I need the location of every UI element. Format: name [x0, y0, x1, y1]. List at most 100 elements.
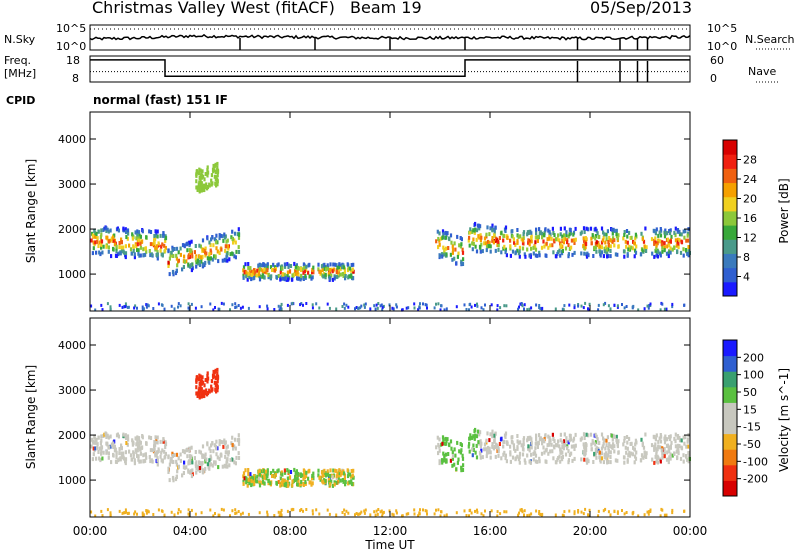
- power-cell-783: [125, 230, 128, 235]
- power-cell-1077: [473, 230, 476, 235]
- power-cell-108: [600, 240, 604, 245]
- velocity-cell-1032: [602, 460, 605, 465]
- power-patch-cell-27: [204, 172, 207, 176]
- velocity-near-cell-134: [499, 512, 502, 516]
- power-near-cell-107: [161, 303, 164, 307]
- power-cell-1208: [644, 226, 647, 231]
- velocity-near-cell-130: [133, 512, 136, 516]
- velocity-near-cell-29: [177, 508, 180, 512]
- velocity-cell-1113: [262, 479, 265, 484]
- velocity-near-cell-201: [380, 509, 383, 513]
- velocity-near-cell-40: [229, 514, 231, 518]
- power-near-cell-210: [136, 306, 138, 310]
- power-cell-1031: [485, 248, 488, 253]
- power-cell-1076: [606, 229, 609, 234]
- power-near-cell-83: [217, 307, 220, 311]
- freq-series-line: [90, 59, 690, 78]
- power-cell-65: [491, 238, 494, 243]
- velocity-cell-1091: [468, 449, 471, 454]
- power-cell-293: [193, 250, 196, 255]
- power-cell-1231: [534, 240, 537, 245]
- velocity-cell-833: [258, 483, 262, 488]
- velocity-cell-546: [548, 442, 551, 447]
- power-cell-710: [650, 237, 654, 242]
- velocity-near-cell-39: [538, 512, 541, 516]
- velocity-cell-1201: [132, 450, 135, 455]
- power-near-cell-14: [490, 303, 493, 307]
- power-cell-661: [139, 245, 142, 250]
- power-cell-898: [580, 251, 583, 256]
- power-cell-353: [138, 237, 141, 242]
- power-cell-1019: [326, 263, 329, 268]
- velocity-cell-638: [656, 447, 659, 452]
- velocity-near-cell-215: [401, 514, 404, 518]
- power-cell-255: [686, 231, 690, 236]
- power-cell-729: [521, 240, 525, 245]
- power-cell-391: [470, 229, 474, 234]
- power-cell-1042: [215, 240, 218, 245]
- power-cbar-tick-label-5: 24: [743, 173, 757, 186]
- velocity-frame: [89, 317, 691, 518]
- velocity-cell-82: [233, 460, 236, 465]
- velocity-near-cell-187: [646, 510, 649, 514]
- velocity-cell-906: [605, 438, 608, 443]
- power-patch-cell-73: [200, 173, 204, 178]
- power-cell-715: [237, 235, 241, 240]
- power-cell-1091: [468, 243, 471, 248]
- power-near-cell-30: [580, 304, 583, 308]
- power-cell-624: [144, 252, 147, 257]
- power-cell-1054: [162, 233, 165, 238]
- nsearch-tick-bottom: 10^0: [707, 40, 737, 53]
- velocity-cell-930: [350, 479, 353, 484]
- velocity-cell-502: [551, 432, 554, 437]
- power-cell-519: [561, 234, 564, 239]
- power-near-cell-87: [503, 304, 506, 308]
- velocity-cell-755: [347, 481, 350, 486]
- velocity-cell-313: [175, 475, 178, 479]
- power-cell-1212: [247, 271, 250, 276]
- power-cell-464: [167, 264, 170, 268]
- power-near-cell-76: [625, 305, 628, 308]
- velocity-near-cell-4: [665, 513, 668, 517]
- power-cell-1153: [120, 245, 123, 250]
- power-cell-915: [263, 267, 266, 272]
- power-cell-888: [115, 254, 118, 258]
- power-cell-1235: [300, 273, 303, 278]
- power-cell-276: [172, 254, 175, 258]
- power-cell-939: [544, 227, 547, 232]
- velocity-cell-1219: [179, 458, 182, 463]
- power-cell-454: [231, 229, 234, 234]
- power-cbar-swatch-10: [723, 140, 737, 155]
- velocity-cell-831: [673, 452, 676, 456]
- velocity-cell-1245: [602, 436, 605, 441]
- velocity-cell-323: [233, 444, 236, 449]
- velocity-cell-350: [226, 444, 229, 449]
- velocity-cell-754: [591, 439, 594, 444]
- velocity-cell-937: [124, 450, 127, 455]
- power-cell-946: [271, 268, 274, 272]
- power-cell-1190: [288, 269, 292, 274]
- power-cell-1230: [200, 255, 203, 260]
- velocity-cell-1195: [587, 459, 590, 464]
- power-cell-502: [551, 226, 554, 231]
- velocity-cell-580: [502, 444, 505, 449]
- power-cell-64: [684, 229, 687, 234]
- velocity-near-cell-188: [179, 510, 182, 514]
- velocity-near-cell-46: [173, 513, 176, 517]
- velocity-cell-456: [654, 446, 657, 451]
- power-cell-450: [233, 231, 237, 236]
- velocity-cell-1223: [476, 429, 479, 434]
- beam-label: Beam 19: [350, 0, 422, 17]
- power-cell-326: [298, 276, 301, 281]
- velocity-near-cell-11: [604, 507, 607, 511]
- power-cell-1148: [144, 246, 147, 251]
- power-cell-427: [475, 228, 479, 233]
- velocity-cell-678: [118, 447, 121, 451]
- velocity-cell-250: [246, 483, 249, 488]
- velocity-cell-916: [509, 450, 512, 455]
- power-cell-474: [242, 273, 245, 278]
- power-cell-1013: [460, 237, 463, 242]
- power-cell-1010: [213, 237, 216, 242]
- velocity-cell-815: [583, 436, 586, 440]
